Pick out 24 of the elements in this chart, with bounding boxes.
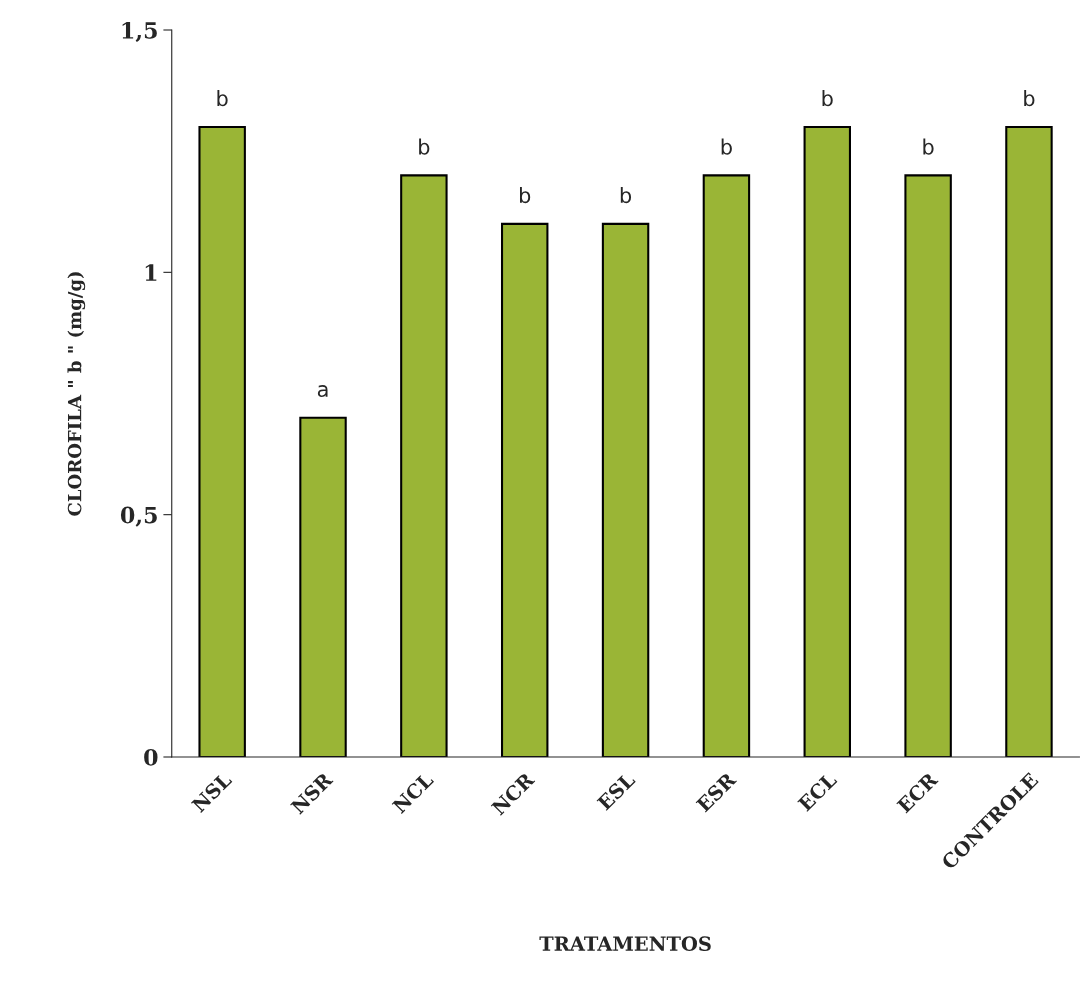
bar [803, 125, 851, 757]
y-tick-label: 1,5 [122, 21, 157, 43]
bar [400, 174, 448, 757]
data-label: b [923, 138, 934, 155]
y-axis-title: CLOROFILA " b " (mg/g) [67, 272, 86, 516]
data-label: b [822, 90, 833, 107]
data-label: b [419, 138, 430, 155]
data-label: b [620, 187, 632, 204]
bar [299, 416, 347, 757]
bar [500, 222, 549, 757]
data-label: b [217, 90, 228, 107]
y-tick-label: 0 [144, 748, 158, 766]
bar [601, 222, 650, 757]
bar [702, 174, 751, 757]
data-label: a [317, 385, 328, 398]
y-tick-label: 1 [145, 264, 157, 281]
data-label: b [520, 187, 531, 204]
data-label: b [721, 138, 732, 155]
bar [198, 125, 246, 757]
data-label: b [1024, 90, 1035, 107]
bar [904, 174, 952, 757]
bar [1005, 125, 1053, 757]
x-axis-title: TRATAMENTOS [539, 936, 711, 952]
y-tick-label: 0,5 [120, 506, 157, 527]
